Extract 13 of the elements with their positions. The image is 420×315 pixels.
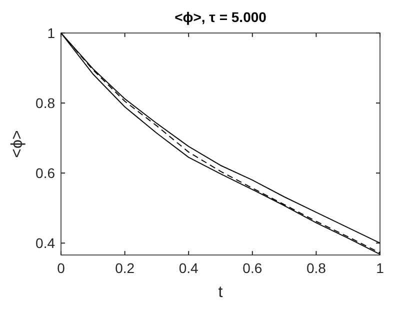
y-tick-label: 0.8 [36, 94, 56, 111]
x-axis-title: t [218, 284, 224, 301]
y-tick-label: 0.6 [36, 164, 56, 181]
x-tick-label: 0.2 [115, 260, 135, 276]
x-tick-label: 1 [376, 260, 384, 276]
y-tick-label: 1 [47, 24, 56, 41]
x-tick-label: 0 [57, 260, 66, 276]
y-axis-title: <ϕ> [9, 130, 26, 158]
y-tick-label: 0.4 [36, 234, 56, 251]
x-tick-label: 0.4 [178, 260, 199, 276]
x-tick-label: 0.6 [242, 260, 262, 276]
chart-title: <ϕ>, τ = 5.000 [174, 9, 267, 25]
x-tick-label: 0.8 [306, 260, 326, 276]
